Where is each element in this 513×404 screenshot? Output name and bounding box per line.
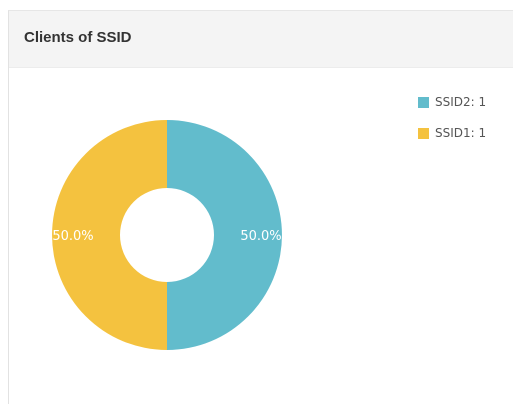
legend-item-ssid1[interactable]: SSID1: 1 bbox=[418, 125, 486, 141]
chart-legend: SSID2: 1 SSID1: 1 bbox=[418, 94, 486, 156]
legend-swatch bbox=[418, 127, 429, 139]
panel-header: Clients of SSID bbox=[9, 11, 513, 68]
slice-percent-label-ssid1: 50.0% bbox=[52, 229, 93, 244]
legend-label: SSID1: 1 bbox=[435, 126, 487, 140]
donut-chart: 50.0% 50.0% bbox=[52, 120, 282, 350]
legend-item-ssid2[interactable]: SSID2: 1 bbox=[418, 94, 486, 110]
donut-slice-ssid2[interactable] bbox=[167, 120, 282, 350]
legend-swatch bbox=[418, 96, 429, 108]
clients-of-ssid-panel: Clients of SSID 50.0% 50.0% SSID2: 1 SSID1… bbox=[8, 10, 513, 404]
slice-percent-label-ssid2: 50.0% bbox=[240, 229, 281, 244]
legend-label: SSID2: 1 bbox=[435, 95, 487, 109]
donut-slice-ssid1[interactable] bbox=[52, 120, 167, 350]
panel-title: Clients of SSID bbox=[24, 29, 132, 46]
